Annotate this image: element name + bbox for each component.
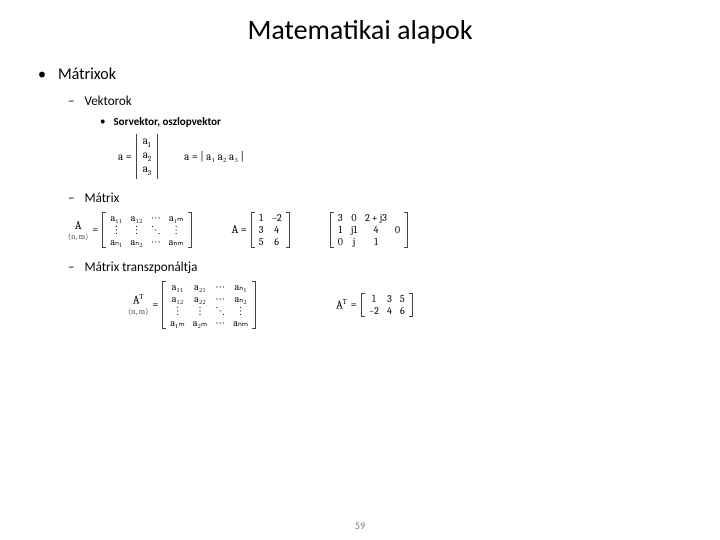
- general-matrix: A (n, m) = a₁₁a₁₂⋯a₁ₘ ⋮⋮⋱⋮ aₙ₁aₙ₂⋯aₙₘ: [68, 212, 192, 248]
- slide-title: Matematikai alapok: [0, 0, 720, 47]
- matrix-equations: A (n, m) = a₁₁a₁₂⋯a₁ₘ ⋮⋮⋱⋮ aₙ₁aₙ₂⋯aₙₘ A …: [68, 212, 682, 248]
- bullet-matrixok: Mátrixok: [38, 65, 682, 84]
- a2-sub: 2: [148, 155, 151, 163]
- a3-sub: 3: [148, 170, 151, 178]
- A-dims: (n, m): [68, 232, 88, 241]
- rowvec-text: a = | a₁ a₂ a₃ |: [184, 150, 244, 163]
- page-number: 59: [0, 519, 720, 532]
- a1-sub: 1: [148, 141, 151, 149]
- AT-sup: T: [139, 293, 143, 301]
- bullet-vektorok: Vektorok: [68, 94, 682, 109]
- bullet-matrix: Mátrix: [68, 191, 682, 206]
- AT2-label: A: [336, 299, 343, 312]
- bullet-sor-oszlop: Sorvektor, oszlopvektor: [100, 115, 682, 128]
- bullet-transpose: Mátrix transzponáltja: [68, 260, 682, 275]
- transpose-equations: AT (n, m) = a₁₁a₂₁⋯aₙ₁ a₁₂a₂₂⋯aₙ₂ ⋮⋮⋱⋮ a…: [128, 281, 682, 329]
- example-matrix-3x2: A = 1−2 34 56: [232, 212, 290, 248]
- row-vector-eq: a = | a₁ a₂ a₃ |: [184, 150, 244, 163]
- eq-sign-3: =: [351, 298, 357, 311]
- ex2-A-eq: A =: [232, 223, 247, 236]
- example-transpose: AT = 135 −246: [336, 293, 413, 317]
- AT-dims: (n, m): [128, 307, 148, 316]
- eq-sign-1: =: [92, 223, 98, 236]
- A-label: A: [75, 219, 82, 232]
- slide-body: Mátrixok Vektorok Sorvektor, oszlopvekto…: [0, 47, 720, 329]
- AT2-sup: T: [343, 298, 347, 306]
- vector-equations: a = a1 a2 a3 a = | a₁ a₂ a₃ |: [118, 134, 682, 179]
- column-vector-eq: a = a1 a2 a3: [118, 134, 158, 179]
- example-matrix-complex: 302 + j3 1j140 0j1: [330, 212, 408, 248]
- eq-sign-2: =: [152, 298, 158, 311]
- a-eq-label: a =: [118, 150, 132, 163]
- general-transpose: AT (n, m) = a₁₁a₂₁⋯aₙ₁ a₁₂a₂₂⋯aₙ₂ ⋮⋮⋱⋮ a…: [128, 281, 256, 329]
